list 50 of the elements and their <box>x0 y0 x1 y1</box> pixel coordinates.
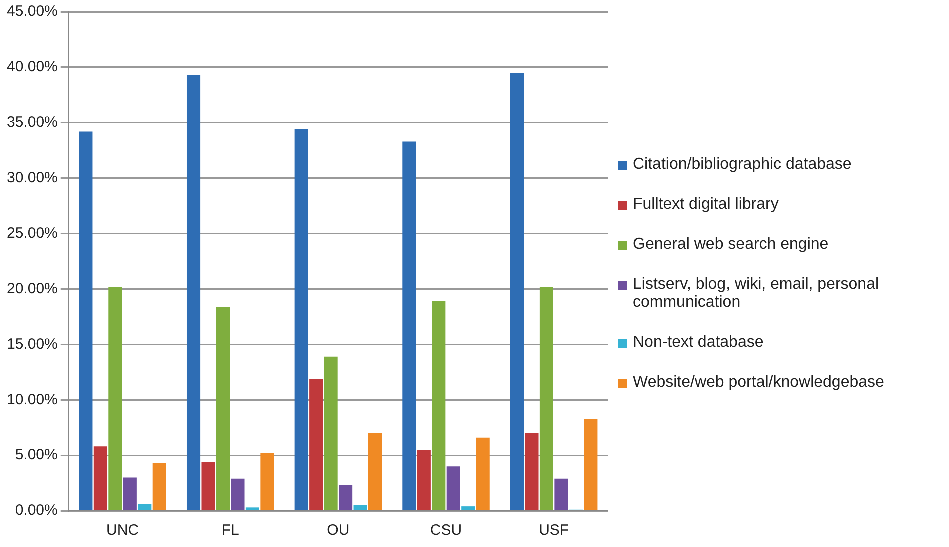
bar <box>186 75 201 510</box>
bar <box>108 287 122 510</box>
bar <box>294 130 308 510</box>
y-tick-label: 45.00% <box>7 3 58 20</box>
y-tick-label: 30.00% <box>7 169 58 186</box>
y-tick-label: 0.00% <box>15 502 58 520</box>
bar <box>138 504 152 510</box>
bar <box>476 438 490 510</box>
legend-label: Website/web portal/knowledgebase <box>633 374 884 392</box>
bar <box>510 72 524 510</box>
y-tick-label: 10.00% <box>7 391 58 408</box>
bar <box>79 132 93 510</box>
bar <box>402 142 416 510</box>
x-tick-label: USF <box>539 522 570 540</box>
bar <box>216 306 230 510</box>
bar <box>152 463 166 510</box>
bar <box>260 453 274 510</box>
bar <box>417 450 431 510</box>
y-tick-label: 5.00% <box>15 446 58 464</box>
y-tick-label: 40.00% <box>7 58 58 76</box>
bar <box>462 506 476 510</box>
x-tick-label: UNC <box>106 522 140 540</box>
bar <box>446 466 460 510</box>
bar <box>339 485 353 510</box>
bar <box>584 418 598 510</box>
bar <box>94 446 108 510</box>
y-tick-label: 25.00% <box>7 224 58 242</box>
legend-label: General web search engine <box>633 236 829 254</box>
x-tick-label: OU <box>327 522 350 540</box>
legend-label: Listserv, blog, wiki, email, personal communication <box>633 276 880 312</box>
bar <box>432 301 446 510</box>
bar <box>324 356 338 510</box>
legend-label: Citation/bibliographic database <box>633 156 852 174</box>
y-tick-label: 35.00% <box>7 114 58 132</box>
bar <box>540 287 554 510</box>
y-tick-label: 15.00% <box>7 336 58 353</box>
bar <box>310 379 324 510</box>
y-tick-label: 20.00% <box>7 280 58 298</box>
bar <box>246 508 260 510</box>
x-tick-label: FL <box>222 522 240 540</box>
bar <box>354 505 368 510</box>
bar <box>231 478 245 510</box>
bar <box>202 462 216 510</box>
legend-label: Non-text database <box>633 334 764 352</box>
x-tick-label: CSU <box>430 522 462 540</box>
bar <box>554 478 568 510</box>
legend-label: Fulltext digital library <box>633 196 779 214</box>
bar <box>368 433 382 510</box>
bar <box>525 433 539 510</box>
bar <box>123 478 137 510</box>
